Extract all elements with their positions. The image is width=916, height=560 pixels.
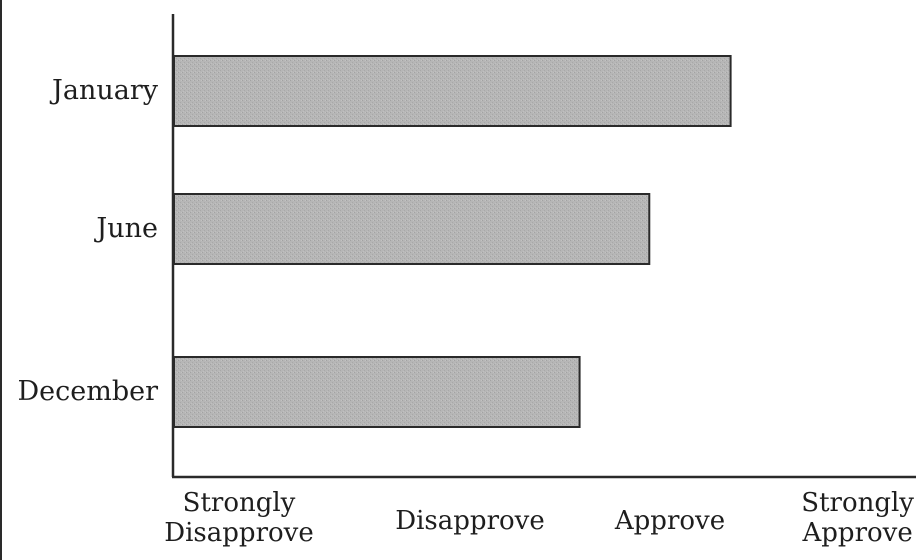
x-tick-label-4: Strongly Approve bbox=[801, 488, 914, 548]
bar-june bbox=[173, 193, 651, 265]
x-tick-label-line: Strongly bbox=[801, 488, 914, 518]
x-tick-label-3: Approve bbox=[615, 506, 725, 536]
bar-december bbox=[173, 356, 581, 428]
bar-january bbox=[173, 55, 732, 127]
x-tick-label-1: Strongly Disapprove bbox=[164, 488, 313, 548]
category-label-june: June bbox=[96, 213, 158, 244]
x-tick-label-line: Strongly bbox=[182, 488, 296, 518]
x-tick-label-line: Disapprove bbox=[164, 518, 314, 548]
category-label-january: January bbox=[52, 75, 158, 106]
x-tick-label-2: Disapprove bbox=[395, 506, 544, 536]
x-tick-label-line: Approve bbox=[614, 506, 726, 536]
x-tick-label-line: Approve bbox=[802, 518, 913, 548]
category-label-december: December bbox=[17, 376, 159, 407]
x-tick-label-line: Disapprove bbox=[395, 506, 545, 536]
